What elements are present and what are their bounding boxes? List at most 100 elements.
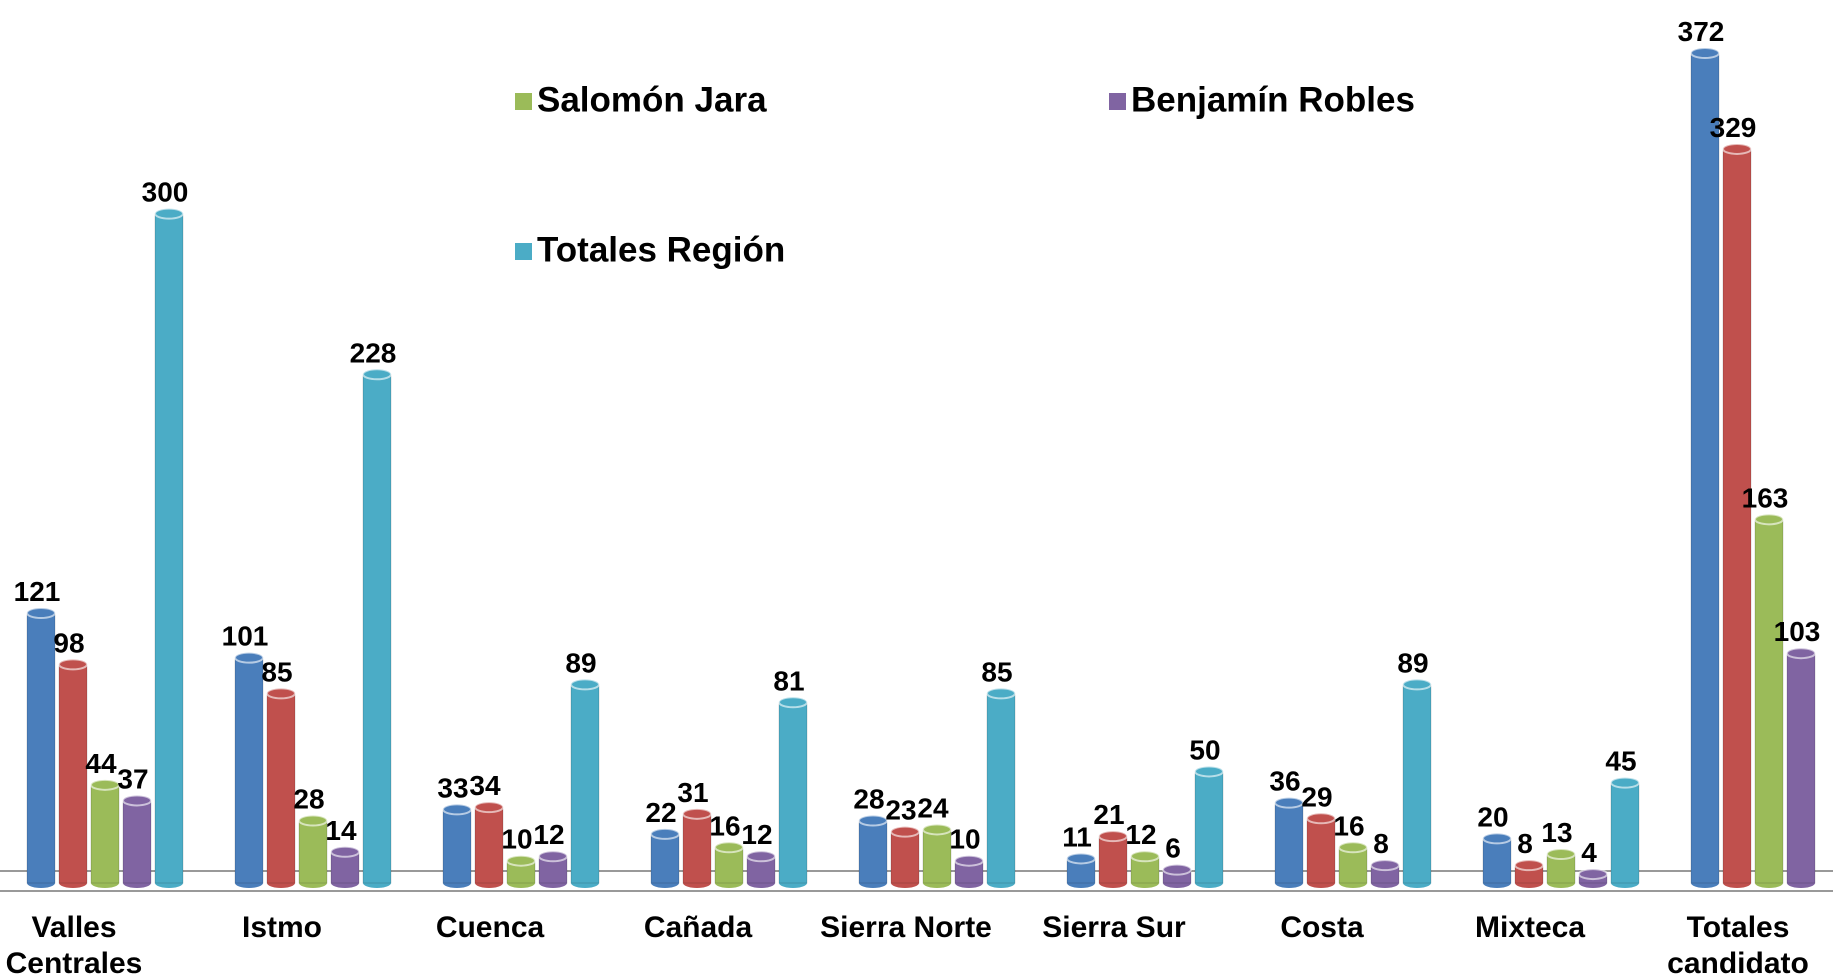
bar-cap [506, 854, 536, 867]
bar [570, 683, 600, 884]
bar [298, 820, 328, 884]
bar-cap [1514, 859, 1544, 872]
legend-label: Benjamín Robles [1131, 80, 1415, 119]
bar-cap [1098, 830, 1128, 843]
bar-cap [714, 841, 744, 854]
bar [1690, 52, 1720, 884]
bar [90, 784, 120, 884]
data-label: 12 [533, 819, 564, 850]
bar [682, 813, 712, 884]
bar-cap [1578, 868, 1608, 881]
bar-cap [1786, 647, 1816, 660]
bar-cap [362, 368, 392, 381]
x-tick-label: Valles Centrales [5, 911, 143, 979]
data-label: 103 [1774, 616, 1821, 647]
data-label: 12 [1125, 819, 1156, 850]
bar [442, 808, 472, 884]
bar-cap [538, 850, 568, 863]
bar-cap [682, 807, 712, 820]
bar-cap [1546, 847, 1576, 860]
bar-cap [954, 854, 984, 867]
data-label: 329 [1710, 112, 1757, 143]
bar [1754, 518, 1784, 884]
bar [890, 831, 920, 884]
bar [1402, 683, 1432, 884]
bar-cap [858, 814, 888, 827]
data-label: 11 [1062, 821, 1092, 852]
data-label: 16 [1333, 810, 1364, 841]
bar-cap [1274, 796, 1304, 809]
data-label: 228 [350, 337, 397, 368]
bar [234, 657, 264, 884]
data-label: 13 [1541, 817, 1572, 848]
bar-cap [26, 607, 56, 620]
data-label: 98 [53, 627, 84, 658]
data-label: 81 [773, 665, 804, 696]
bar [154, 213, 184, 884]
data-label: 121 [14, 576, 61, 607]
x-tick-label: Sierra Norte [820, 911, 992, 944]
data-label: 31 [677, 777, 708, 808]
x-tick-label: Costa [1280, 911, 1364, 944]
bar-cap [1722, 142, 1752, 155]
bar-cap [1338, 841, 1368, 854]
data-label: 24 [917, 792, 949, 823]
bar-cap [234, 651, 264, 664]
data-label: 8 [1373, 828, 1389, 859]
bar-cap [58, 658, 88, 671]
legend-swatch [515, 93, 532, 110]
data-label: 10 [949, 824, 980, 855]
bar-cap [1610, 776, 1640, 789]
data-label: 101 [222, 621, 269, 652]
bar [474, 806, 504, 884]
bar-cap [650, 827, 680, 840]
data-label: 20 [1477, 801, 1508, 832]
data-label: 6 [1165, 833, 1181, 864]
data-label: 22 [645, 797, 676, 828]
data-label: 33 [437, 772, 468, 803]
data-label: 34 [469, 770, 501, 801]
bar-cap [1162, 863, 1192, 876]
bar [266, 692, 296, 884]
data-label: 21 [1093, 799, 1124, 830]
bar-cap [1194, 765, 1224, 778]
bar [1306, 817, 1336, 884]
x-tick-label: Sierra Sur [1042, 911, 1186, 944]
bar-cap [1402, 678, 1432, 691]
data-label: 36 [1269, 766, 1300, 797]
x-tick-label: Cuenca [435, 911, 545, 944]
bar-cap [266, 687, 296, 700]
data-label: 89 [1397, 647, 1428, 678]
bar [1610, 782, 1640, 884]
bar-cap [474, 801, 504, 814]
legend-swatch [1109, 93, 1126, 110]
bar-cap [1066, 852, 1096, 865]
bar-cap [922, 823, 952, 836]
bar [922, 828, 952, 884]
bar [858, 820, 888, 884]
data-label: 16 [709, 810, 740, 841]
legend-label: Salomón Jara [537, 80, 767, 119]
data-label: 44 [85, 748, 117, 779]
bar [1786, 652, 1816, 884]
bar-cap [1754, 513, 1784, 526]
data-label: 45 [1605, 746, 1636, 777]
bar-cap [1482, 832, 1512, 845]
bar-cap [154, 207, 184, 220]
data-label: 89 [565, 647, 596, 678]
data-label: 85 [261, 656, 292, 687]
bar [1098, 835, 1128, 884]
data-label: 85 [981, 656, 1012, 687]
data-label: 300 [142, 177, 189, 208]
bar [986, 692, 1016, 884]
data-label: 163 [1742, 482, 1789, 513]
bar [122, 799, 152, 884]
legend-label: Totales Región [537, 230, 785, 269]
bar [650, 833, 680, 884]
bar [58, 663, 88, 884]
bar [1274, 802, 1304, 884]
data-label: 8 [1517, 828, 1533, 859]
bar [1194, 770, 1224, 884]
x-tick-label: Istmo [241, 911, 322, 944]
